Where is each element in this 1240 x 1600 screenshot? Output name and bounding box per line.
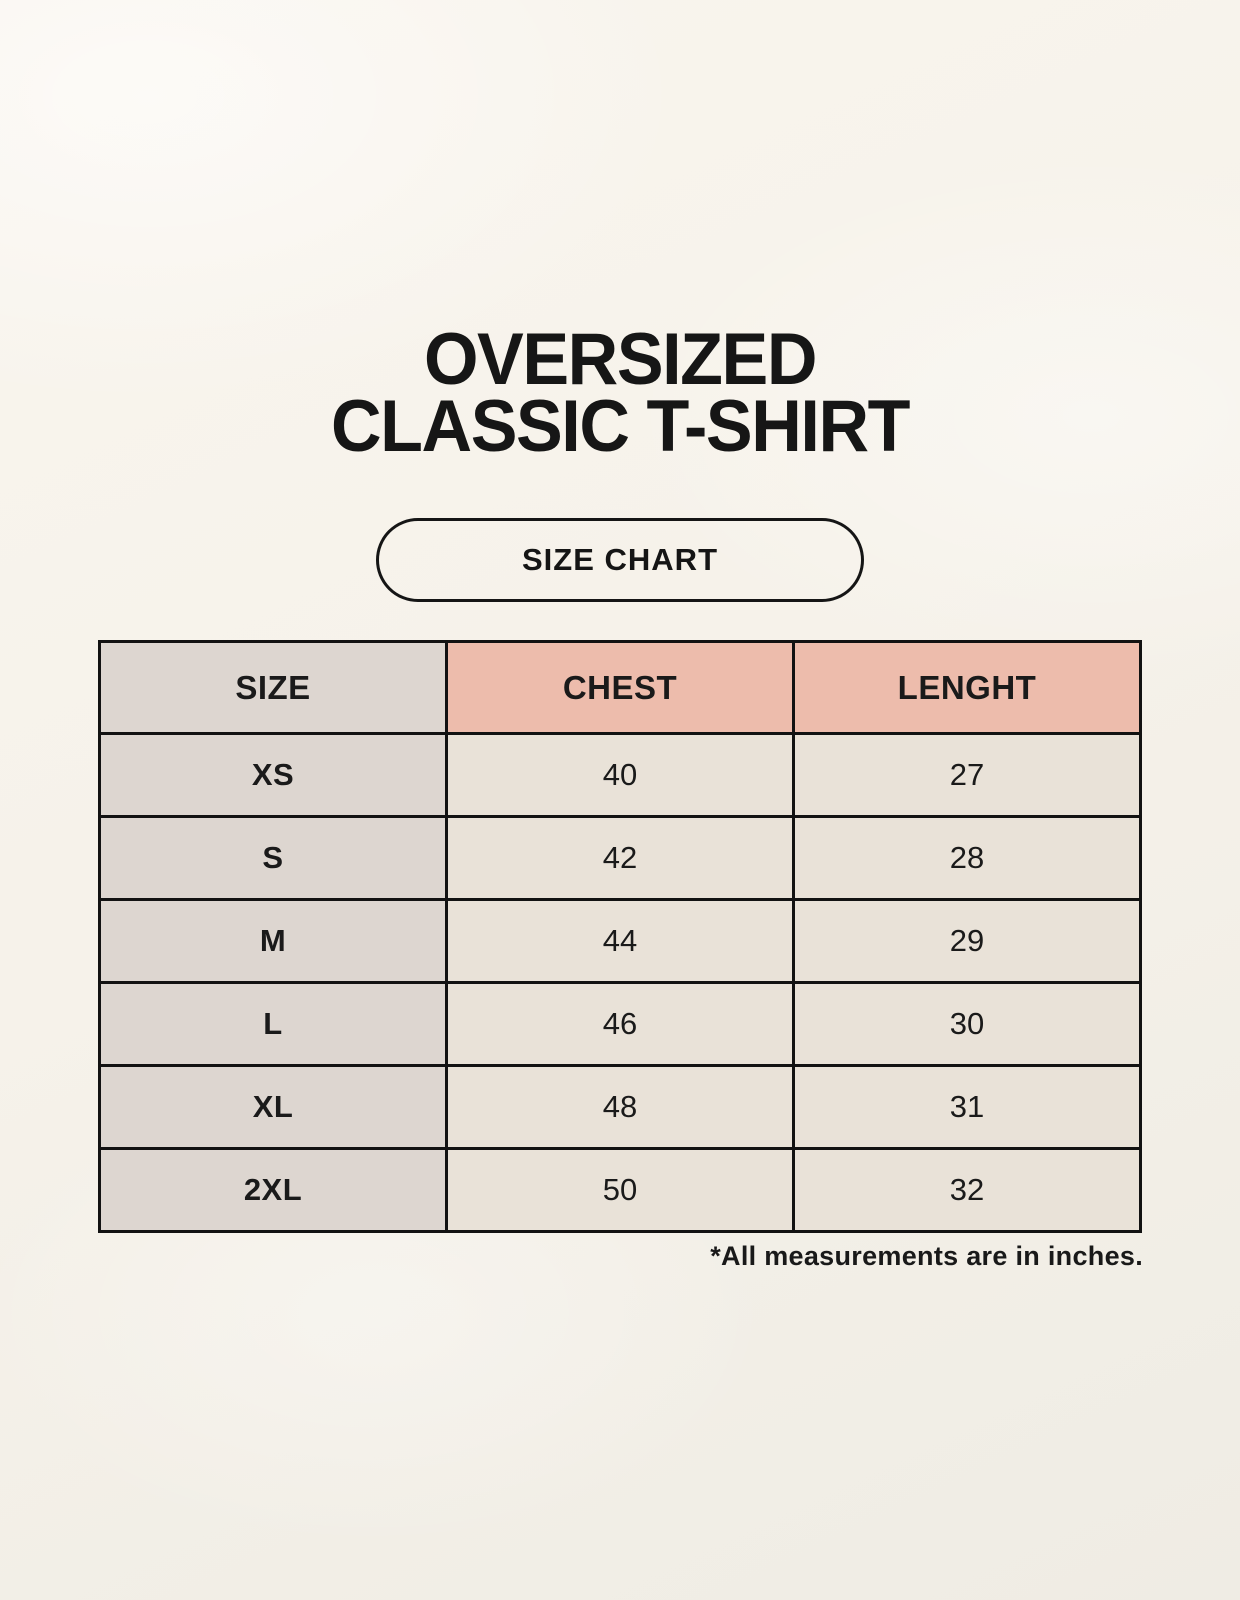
size-table-body: XS 40 27 S 42 28 M 44 29 L 46 30 XL 48 bbox=[98, 732, 1142, 1233]
size-label: XS bbox=[98, 732, 448, 818]
product-title: OVERSIZED CLASSIC T-SHIRT bbox=[25, 319, 1215, 467]
length-value: 31 bbox=[792, 1064, 1142, 1150]
size-label: XL bbox=[98, 1064, 448, 1150]
size-label: 2XL bbox=[98, 1147, 448, 1233]
table-row: 2XL 50 32 bbox=[98, 1147, 1142, 1233]
length-value: 27 bbox=[792, 732, 1142, 818]
chest-value: 42 bbox=[445, 815, 795, 901]
column-header-length: LENGHT bbox=[792, 640, 1142, 735]
length-value: 30 bbox=[792, 981, 1142, 1067]
length-value: 29 bbox=[792, 898, 1142, 984]
table-row: L 46 30 bbox=[98, 981, 1142, 1067]
table-row: XS 40 27 bbox=[98, 732, 1142, 818]
chest-value: 40 bbox=[445, 732, 795, 818]
table-row: M 44 29 bbox=[98, 898, 1142, 984]
product-title-line-1: OVERSIZED bbox=[423, 319, 817, 400]
chest-value: 50 bbox=[445, 1147, 795, 1233]
size-label: M bbox=[98, 898, 448, 984]
size-chart-button-label: SIZE CHART bbox=[522, 542, 718, 577]
size-label: S bbox=[98, 815, 448, 901]
length-value: 28 bbox=[792, 815, 1142, 901]
chest-value: 44 bbox=[445, 898, 795, 984]
size-chart-button[interactable]: SIZE CHART bbox=[376, 518, 864, 602]
length-value: 32 bbox=[792, 1147, 1142, 1233]
product-title-line-2: CLASSIC T-SHIRT bbox=[330, 386, 910, 467]
table-header-row: SIZE CHEST LENGHT bbox=[98, 640, 1142, 735]
column-header-size: SIZE bbox=[98, 640, 448, 735]
size-label: L bbox=[98, 981, 448, 1067]
table-row: XL 48 31 bbox=[98, 1064, 1142, 1150]
chest-value: 48 bbox=[445, 1064, 795, 1150]
column-header-chest: CHEST bbox=[445, 640, 795, 735]
table-row: S 42 28 bbox=[98, 815, 1142, 901]
measurements-footnote: *All measurements are in inches. bbox=[710, 1241, 1143, 1271]
chest-value: 46 bbox=[445, 981, 795, 1067]
size-table: SIZE CHEST LENGHT XS 40 27 S 42 28 M 44 … bbox=[98, 640, 1142, 1233]
